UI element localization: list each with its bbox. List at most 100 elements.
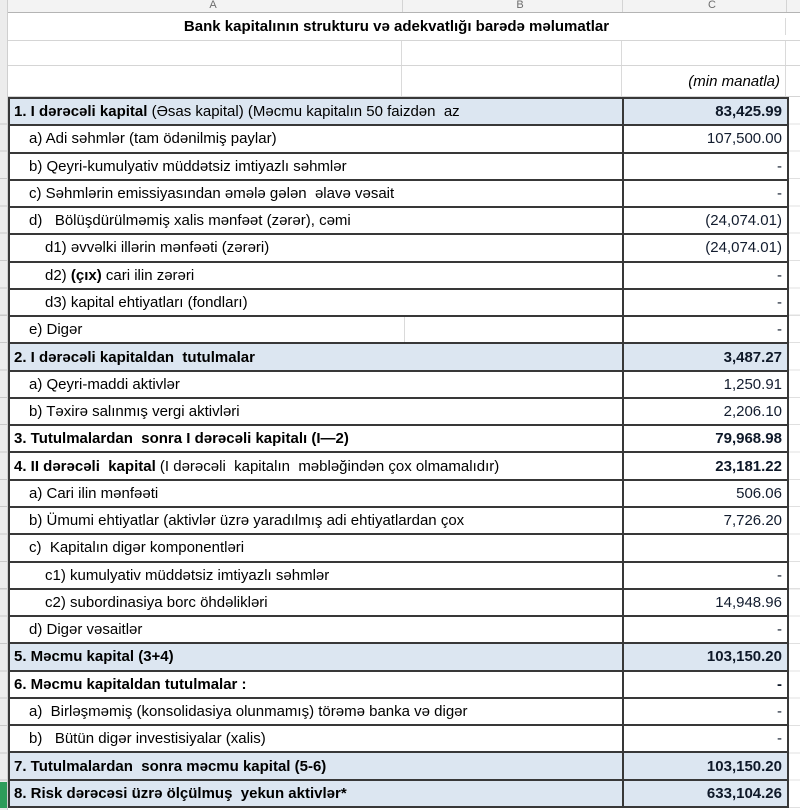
unit-note-cell[interactable]: (min manatla) — [622, 66, 786, 96]
table-row: c) Səhmlərin emissiyasından əmələ gələn … — [8, 180, 789, 209]
table-row: 8. Risk dərəcəsi üzrə ölçülmuş yekun akt… — [8, 780, 789, 808]
row-label-bold-text: 7. Tutulmalardan sonra məcmu kapital (5-… — [14, 757, 327, 775]
row-label-cell[interactable]: c2) subordinasiya borc öhdəlikləri — [8, 589, 622, 616]
row-label-cell[interactable]: d) Digər vəsaitlər — [8, 617, 622, 643]
row-label-cell[interactable]: b) Bütün digər investisiyalar (xalis) — [8, 726, 622, 752]
row-label-text: c) Səhmlərin emissiyasından əmələ gələn … — [29, 184, 395, 202]
row-value-cell[interactable]: - — [622, 671, 789, 697]
row-label-cell[interactable]: 5. Məcmu kapital (3+4) — [8, 644, 622, 670]
column-header-a[interactable]: A — [209, 0, 217, 11]
next-column-sliver — [789, 97, 800, 808]
row-value-cell[interactable]: - — [622, 726, 789, 752]
row-label-text: b) Ümumi ehtiyatlar (aktivlər üzrə yarad… — [29, 512, 465, 530]
column-separator — [622, 0, 623, 12]
row-value-cell[interactable]: - — [622, 562, 789, 588]
row-value-cell[interactable]: - — [622, 317, 789, 343]
row-label-cell[interactable]: a) Cari ilin mənfəəti — [8, 480, 622, 506]
table-row: a) Adi səhmlər (tam ödənilmiş paylar) 10… — [8, 126, 789, 154]
unit-row: (min manatla) — [8, 66, 800, 97]
column-header-strip: A B C — [8, 0, 800, 13]
table-row: 1. I dərəcəli kapital (Əsas kapital) (Mə… — [8, 99, 789, 127]
row-label-text: e) Digər — [29, 321, 83, 339]
column-header-c[interactable]: C — [708, 0, 716, 11]
table-row: e) Digər - — [8, 317, 789, 345]
row-header-gridlines — [0, 97, 7, 808]
row-header-sliver — [0, 0, 8, 810]
row-value-cell[interactable]: 79,968.98 — [622, 426, 789, 452]
row-label-text: c2) subordinasiya borc öhdəlikləri — [45, 593, 268, 611]
empty-cell[interactable] — [402, 66, 622, 96]
row-label-cell[interactable]: 8. Risk dərəcəsi üzrə ölçülmuş yekun akt… — [8, 780, 622, 806]
row-label-text: a) Birləşməmiş (konsolidasiya olunmamış)… — [29, 702, 468, 720]
row-label-cell[interactable]: b) Təxirə salınmış vergi aktivləri — [8, 398, 622, 425]
table-row: 5. Məcmu kapital (3+4) 103,150.20 — [8, 644, 789, 672]
row-label-cell[interactable]: c1) kumulyativ müddətsiz imtiyazlı səhml… — [8, 562, 622, 588]
row-label-cell[interactable]: d) Bölüşdürülməmiş xalis mənfəət (zərər)… — [8, 208, 622, 234]
cell-divider — [404, 317, 405, 343]
row-label-text: b) Təxirə salınmış vergi aktivləri — [29, 403, 240, 421]
row-value-cell[interactable]: (24,074.01) — [622, 235, 789, 261]
row-label-cell[interactable]: d2) (çıx) cari ilin zərəri — [8, 262, 622, 288]
row-label-bold-text: 3. Tutulmalardan sonra I dərəcəli kapita… — [14, 430, 349, 448]
row-label-cell[interactable]: 7. Tutulmalardan sonra məcmu kapital (5-… — [8, 753, 622, 779]
row-label-cell[interactable]: c) Səhmlərin emissiyasından əmələ gələn … — [8, 180, 622, 207]
row-value-cell[interactable]: 1,250.91 — [622, 371, 789, 397]
row-label-cell[interactable]: e) Digər — [8, 317, 622, 343]
row-label-cell[interactable]: a) Adi səhmlər (tam ödənilmiş paylar) — [8, 126, 622, 152]
row-label-cell[interactable]: 1. I dərəcəli kapital (Əsas kapital) (Mə… — [8, 99, 622, 125]
row-value-cell[interactable]: 2,206.10 — [622, 398, 789, 425]
row-label-cell[interactable]: 4. II dərəcəli kapital (I dərəcəli kapit… — [8, 453, 622, 479]
empty-cell[interactable] — [8, 66, 402, 96]
empty-cell[interactable] — [402, 41, 622, 65]
row-label-bold-text: (çıx) — [70, 266, 102, 284]
row-label-text: (I dərəcəli kapitalın məbləğindən çox ol… — [155, 457, 500, 475]
row-value-cell[interactable]: 506.06 — [622, 480, 789, 506]
table-row: b) Təxirə salınmış vergi aktivləri 2,206… — [8, 398, 789, 427]
row-value-cell[interactable]: - — [622, 617, 789, 643]
empty-cell[interactable] — [622, 41, 786, 65]
row-label-text: b) Qeyri-kumulyativ müddətsiz imtiyazlı … — [29, 157, 347, 175]
table-row: c) Kapitalın digər komponentləri — [8, 535, 789, 563]
row-value-cell[interactable]: 633,104.26 — [622, 780, 789, 806]
row-label-text: a) Adi səhmlər (tam ödənilmiş paylar) — [29, 130, 277, 148]
row-value-cell[interactable]: - — [622, 698, 789, 725]
sheet-title[interactable]: Bank kapitalının strukturu və adekvatlığ… — [8, 18, 786, 35]
row-value-cell[interactable]: 103,150.20 — [622, 644, 789, 670]
column-header-b[interactable]: B — [516, 0, 524, 11]
row-value-cell[interactable]: - — [622, 289, 789, 316]
row-value-cell[interactable]: (24,074.01) — [622, 208, 789, 234]
row-label-cell[interactable]: a) Qeyri-maddi aktivlər — [8, 371, 622, 397]
row-label-cell[interactable]: 3. Tutulmalardan sonra I dərəcəli kapita… — [8, 426, 622, 452]
row-label-cell[interactable]: d3) kapital ehtiyatları (fondları) — [8, 289, 622, 316]
row-label-cell[interactable]: b) Ümumi ehtiyatlar (aktivlər üzrə yarad… — [8, 507, 622, 534]
row-label-text: a) Qeyri-maddi aktivlər — [29, 375, 180, 393]
row-label-text: d2) — [45, 266, 71, 284]
row-label-cell[interactable]: c) Kapitalın digər komponentləri — [8, 535, 622, 561]
row-label-text: cari ilin zərəri — [101, 266, 195, 284]
row-value-cell[interactable]: - — [622, 153, 789, 179]
row-value-cell[interactable]: 103,150.20 — [622, 753, 789, 779]
row-value-cell[interactable]: - — [622, 180, 789, 207]
table-row: c2) subordinasiya borc öhdəlikləri 14,94… — [8, 589, 789, 618]
row-label-cell[interactable]: a) Birləşməmiş (konsolidasiya olunmamış)… — [8, 698, 622, 725]
row-value-cell[interactable]: - — [622, 262, 789, 288]
table-row: d3) kapital ehtiyatları (fondları) - — [8, 289, 789, 318]
table-row: d1) əvvəlki illərin mənfəəti (zərəri) (2… — [8, 235, 789, 263]
empty-cell[interactable] — [8, 41, 402, 65]
row-value-cell[interactable]: 7,726.20 — [622, 507, 789, 534]
row-label-cell[interactable]: 6. Məcmu kapitaldan tutulmalar : — [8, 671, 622, 697]
column-separator — [402, 0, 403, 12]
row-label-cell[interactable]: 2. I dərəcəli kapitaldan tutulmalar — [8, 344, 622, 370]
row-value-cell[interactable]: 3,487.27 — [622, 344, 789, 370]
row-value-cell[interactable] — [622, 535, 789, 561]
table-row: a) Cari ilin mənfəəti 506.06 — [8, 480, 789, 508]
row-value-cell[interactable]: 107,500.00 — [622, 126, 789, 152]
row-label-bold-text: 8. Risk dərəcəsi üzrə ölçülmuş yekun akt… — [14, 784, 347, 802]
row-label-cell[interactable]: d1) əvvəlki illərin mənfəəti (zərəri) — [8, 235, 622, 261]
row-value-cell[interactable]: 14,948.96 — [622, 589, 789, 616]
capital-table-body: 1. I dərəcəli kapital (Əsas kapital) (Mə… — [8, 97, 789, 808]
row-value-cell[interactable]: 83,425.99 — [622, 99, 789, 125]
row-value-cell[interactable]: 23,181.22 — [622, 453, 789, 479]
row-label-cell[interactable]: b) Qeyri-kumulyativ müddətsiz imtiyazlı … — [8, 153, 622, 179]
